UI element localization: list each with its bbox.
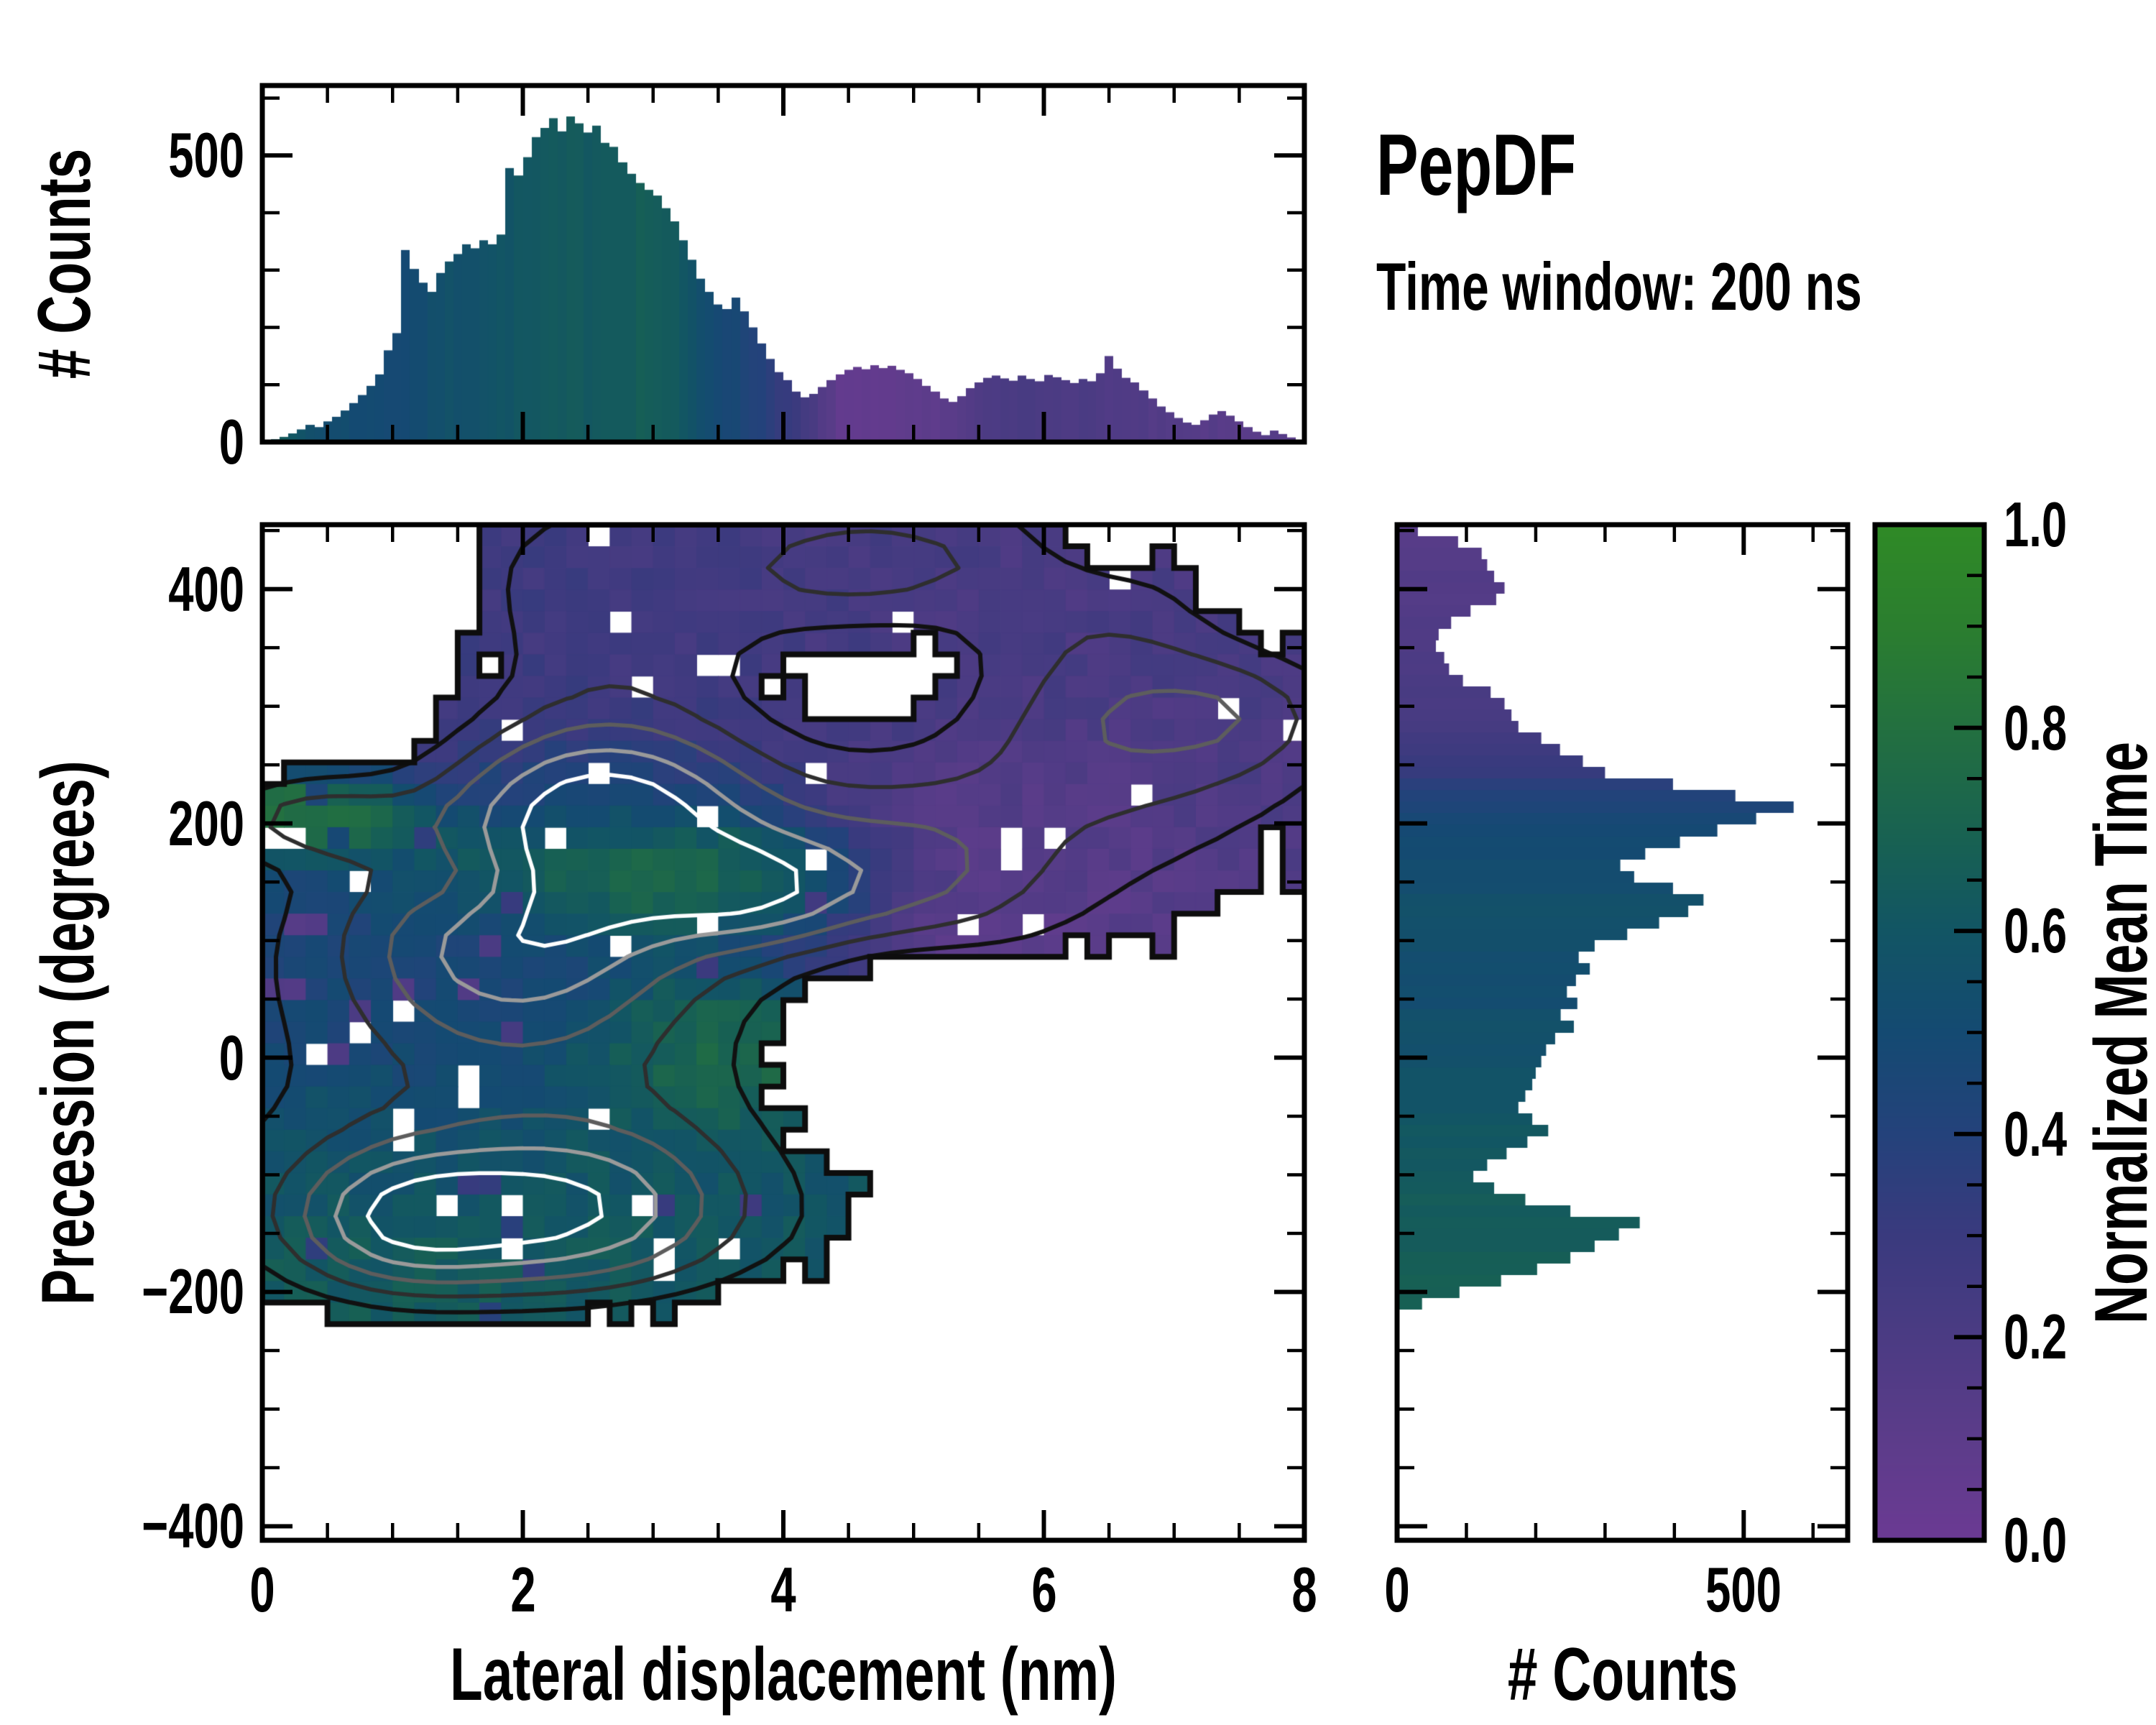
main-xtick-label: 2 [510, 1554, 536, 1625]
colorbar-gradient [1875, 525, 1984, 1540]
main-ytick-label: 0 [218, 1021, 244, 1093]
top-marginal-histogram [262, 86, 1304, 442]
right-hist-xtick-label: 0 [1384, 1554, 1410, 1625]
top-hist-ytick-label: 0 [218, 406, 244, 477]
colorbar-tick-label: 0.2 [2004, 1301, 2068, 1373]
colorbar-tick-label: 0.4 [2004, 1098, 2068, 1169]
main-ytick-label: 200 [168, 787, 244, 859]
main-ytick-label: 400 [168, 553, 244, 625]
top-hist-ytick-label: 500 [168, 119, 244, 191]
right-hist-xlabel: # Counts [1507, 1633, 1738, 1716]
right-hist-xtick-label: 500 [1705, 1554, 1782, 1625]
colorbar-label: Normalized Mean Time [2080, 741, 2156, 1325]
main-ytick-label: −200 [142, 1256, 244, 1328]
figure-subtitle: Time window: 200 ns [1376, 249, 1862, 324]
main-ytick-label: −400 [142, 1490, 244, 1562]
colorbar-tick-label: 0.6 [2004, 895, 2068, 967]
colorbar-tick-label: 1.0 [2004, 489, 2068, 560]
main-xtick-label: 0 [249, 1554, 275, 1625]
colorbar-tick-label: 0.0 [2004, 1504, 2068, 1576]
main-heatmap-contour-plot [262, 525, 1304, 1540]
main-xtick-label: 6 [1031, 1554, 1057, 1625]
main-xlabel: Lateral displacement (nm) [450, 1633, 1117, 1716]
main-ylabel: Precession (degrees) [27, 760, 110, 1305]
main-xtick-label: 8 [1291, 1554, 1317, 1625]
figure-title: PepDF [1376, 116, 1577, 213]
colorbar-tick-label: 0.8 [2004, 691, 2068, 763]
top-hist-ylabel: # Counts [23, 148, 106, 380]
right-marginal-histogram [1397, 525, 1848, 1540]
main-xtick-label: 4 [770, 1554, 796, 1625]
